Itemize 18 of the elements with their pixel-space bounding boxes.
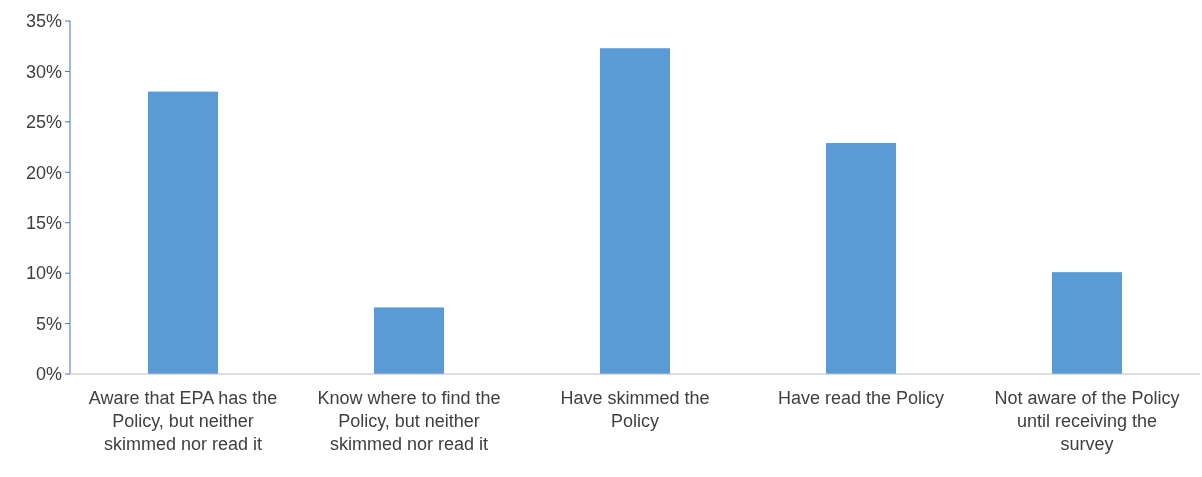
y-tick-label: 0% <box>35 364 62 385</box>
x-tick-label: Not aware of the Policy until receiving the survey <box>994 388 1180 454</box>
y-tick-label: 20% <box>25 162 62 183</box>
bar <box>147 91 219 374</box>
x-tick-label: Know where to find the Policy, but neither skimmed nor read it <box>317 388 501 454</box>
y-tick-label: 5% <box>35 313 62 334</box>
x-tick-label: Have skimmed the Policy <box>560 388 710 431</box>
y-tick-label: 35% <box>25 11 62 32</box>
y-tick-label: 30% <box>25 61 62 82</box>
y-tick-label: 25% <box>25 112 62 133</box>
y-tick-label: 10% <box>25 263 62 284</box>
bar <box>825 143 897 374</box>
bar <box>1051 272 1123 374</box>
x-tick-label: Aware that EPA has the Policy, but neither skimmed nor read it <box>88 388 278 454</box>
x-tick-label: Have read the Policy <box>777 388 945 408</box>
y-tick-label: 15% <box>25 213 62 234</box>
bar <box>373 307 445 374</box>
bar <box>599 48 671 374</box>
